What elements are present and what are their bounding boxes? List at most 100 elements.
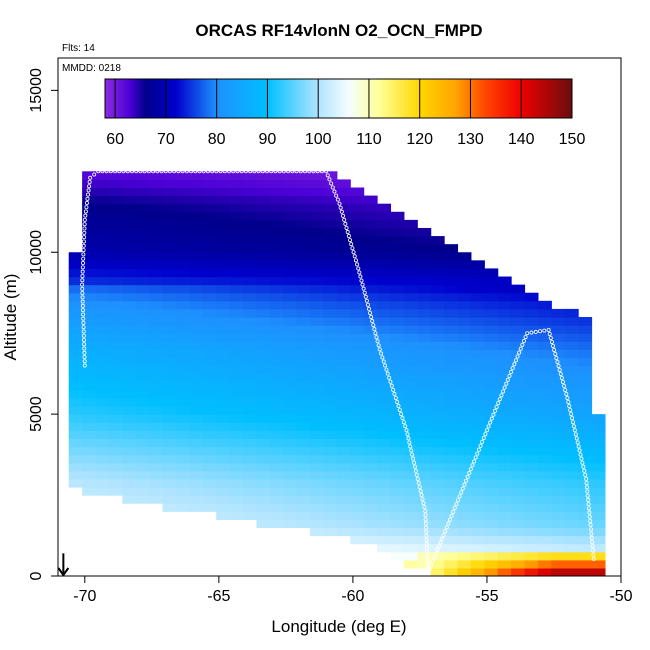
heatmap-cell — [350, 503, 365, 512]
track-point — [423, 517, 428, 522]
track-point — [80, 278, 85, 283]
heatmap-cell — [537, 462, 552, 472]
heatmap-cell — [189, 211, 204, 221]
heatmap-cell — [551, 535, 566, 545]
heatmap-cell — [82, 341, 97, 350]
heatmap-cell — [216, 171, 231, 180]
heatmap-cell — [189, 503, 204, 512]
heatmap-cell — [108, 300, 123, 310]
track-point — [380, 355, 385, 360]
heatmap-cell — [363, 260, 378, 270]
heatmap-cell — [68, 308, 83, 318]
heatmap-cell — [524, 357, 539, 367]
heatmap-cell — [457, 349, 472, 359]
heatmap-cell — [242, 333, 257, 342]
heatmap-cell — [122, 227, 137, 237]
heatmap-cell — [68, 365, 83, 375]
track-point — [218, 169, 223, 174]
heatmap-cell — [350, 236, 365, 245]
track-point — [502, 385, 507, 390]
heatmap-cell — [202, 333, 217, 342]
heatmap-cell — [363, 535, 378, 545]
heatmap-cell — [229, 397, 244, 407]
heatmap-cell — [323, 236, 338, 245]
track-point — [523, 335, 528, 340]
heatmap-cell — [564, 535, 579, 545]
heatmap-cell — [511, 422, 526, 431]
track-point — [82, 222, 87, 227]
heatmap-cell — [323, 219, 338, 229]
heatmap-cell — [564, 389, 579, 399]
heatmap-cell — [444, 389, 459, 399]
heatmap-cell — [430, 349, 445, 359]
heatmap-cell — [108, 276, 123, 286]
heatmap-cell — [511, 511, 526, 520]
heatmap-cell — [363, 219, 378, 229]
heatmap-cell — [202, 406, 217, 415]
heatmap-cell — [296, 430, 311, 439]
heatmap-cell — [149, 470, 164, 480]
heatmap-cell — [497, 365, 512, 375]
heatmap-cell — [175, 495, 190, 504]
heatmap-cell — [122, 389, 137, 399]
heatmap-cell — [444, 551, 459, 561]
heatmap-cell — [444, 381, 459, 391]
heatmap-cell — [82, 276, 97, 286]
heatmap-cell — [444, 446, 459, 456]
heatmap-cell — [470, 292, 485, 302]
heatmap-cell — [149, 397, 164, 407]
heatmap-cell — [524, 373, 539, 383]
heatmap-cell — [497, 519, 512, 529]
heatmap-cell — [68, 470, 83, 480]
heatmap-cell — [310, 406, 325, 415]
heatmap-cell — [497, 373, 512, 383]
heatmap-cell — [444, 365, 459, 375]
heatmap-cell — [430, 438, 445, 448]
heatmap-cell — [283, 317, 298, 326]
heatmap-cell — [175, 389, 190, 399]
heatmap-cell — [82, 171, 97, 180]
heatmap-cell — [363, 357, 378, 367]
heatmap-cell — [296, 503, 311, 512]
track-point — [332, 189, 337, 194]
heatmap-cell — [122, 317, 137, 326]
heatmap-cell — [108, 486, 123, 496]
heatmap-cell — [363, 462, 378, 472]
heatmap-cell — [336, 300, 351, 310]
heatmap-cell — [216, 300, 231, 310]
heatmap-cell — [95, 308, 110, 318]
heatmap-cell — [591, 559, 606, 569]
heatmap-cell — [175, 300, 190, 310]
heatmap-cell — [323, 365, 338, 375]
heatmap-cell — [484, 478, 499, 488]
heatmap-cell — [149, 446, 164, 456]
track-point — [82, 235, 87, 240]
heatmap-cell — [537, 422, 552, 431]
track-point — [376, 343, 381, 348]
track-point — [430, 559, 435, 564]
track-point — [440, 536, 445, 541]
heatmap-cell — [310, 268, 325, 278]
heatmap-cell — [310, 357, 325, 367]
track-point — [499, 393, 504, 398]
heatmap-cell — [430, 365, 445, 375]
heatmap-cell — [336, 333, 351, 342]
track-point — [377, 347, 382, 352]
heatmap-cell — [296, 333, 311, 342]
track-point — [273, 169, 278, 174]
heatmap-cell — [283, 284, 298, 294]
track-point — [86, 192, 91, 197]
track-point — [81, 243, 86, 248]
heatmap-cell — [564, 519, 579, 529]
heatmap-cell — [363, 236, 378, 245]
heatmap-cell — [269, 300, 284, 310]
heatmap-cell — [511, 559, 526, 569]
heatmap-cell — [484, 341, 499, 350]
heatmap-cell — [229, 187, 244, 197]
heatmap-cell — [189, 284, 204, 294]
heatmap-cell — [122, 203, 137, 213]
heatmap-cell — [135, 438, 150, 448]
heatmap-cell — [430, 381, 445, 391]
heatmap-cell — [390, 341, 405, 350]
track-point — [551, 343, 556, 348]
